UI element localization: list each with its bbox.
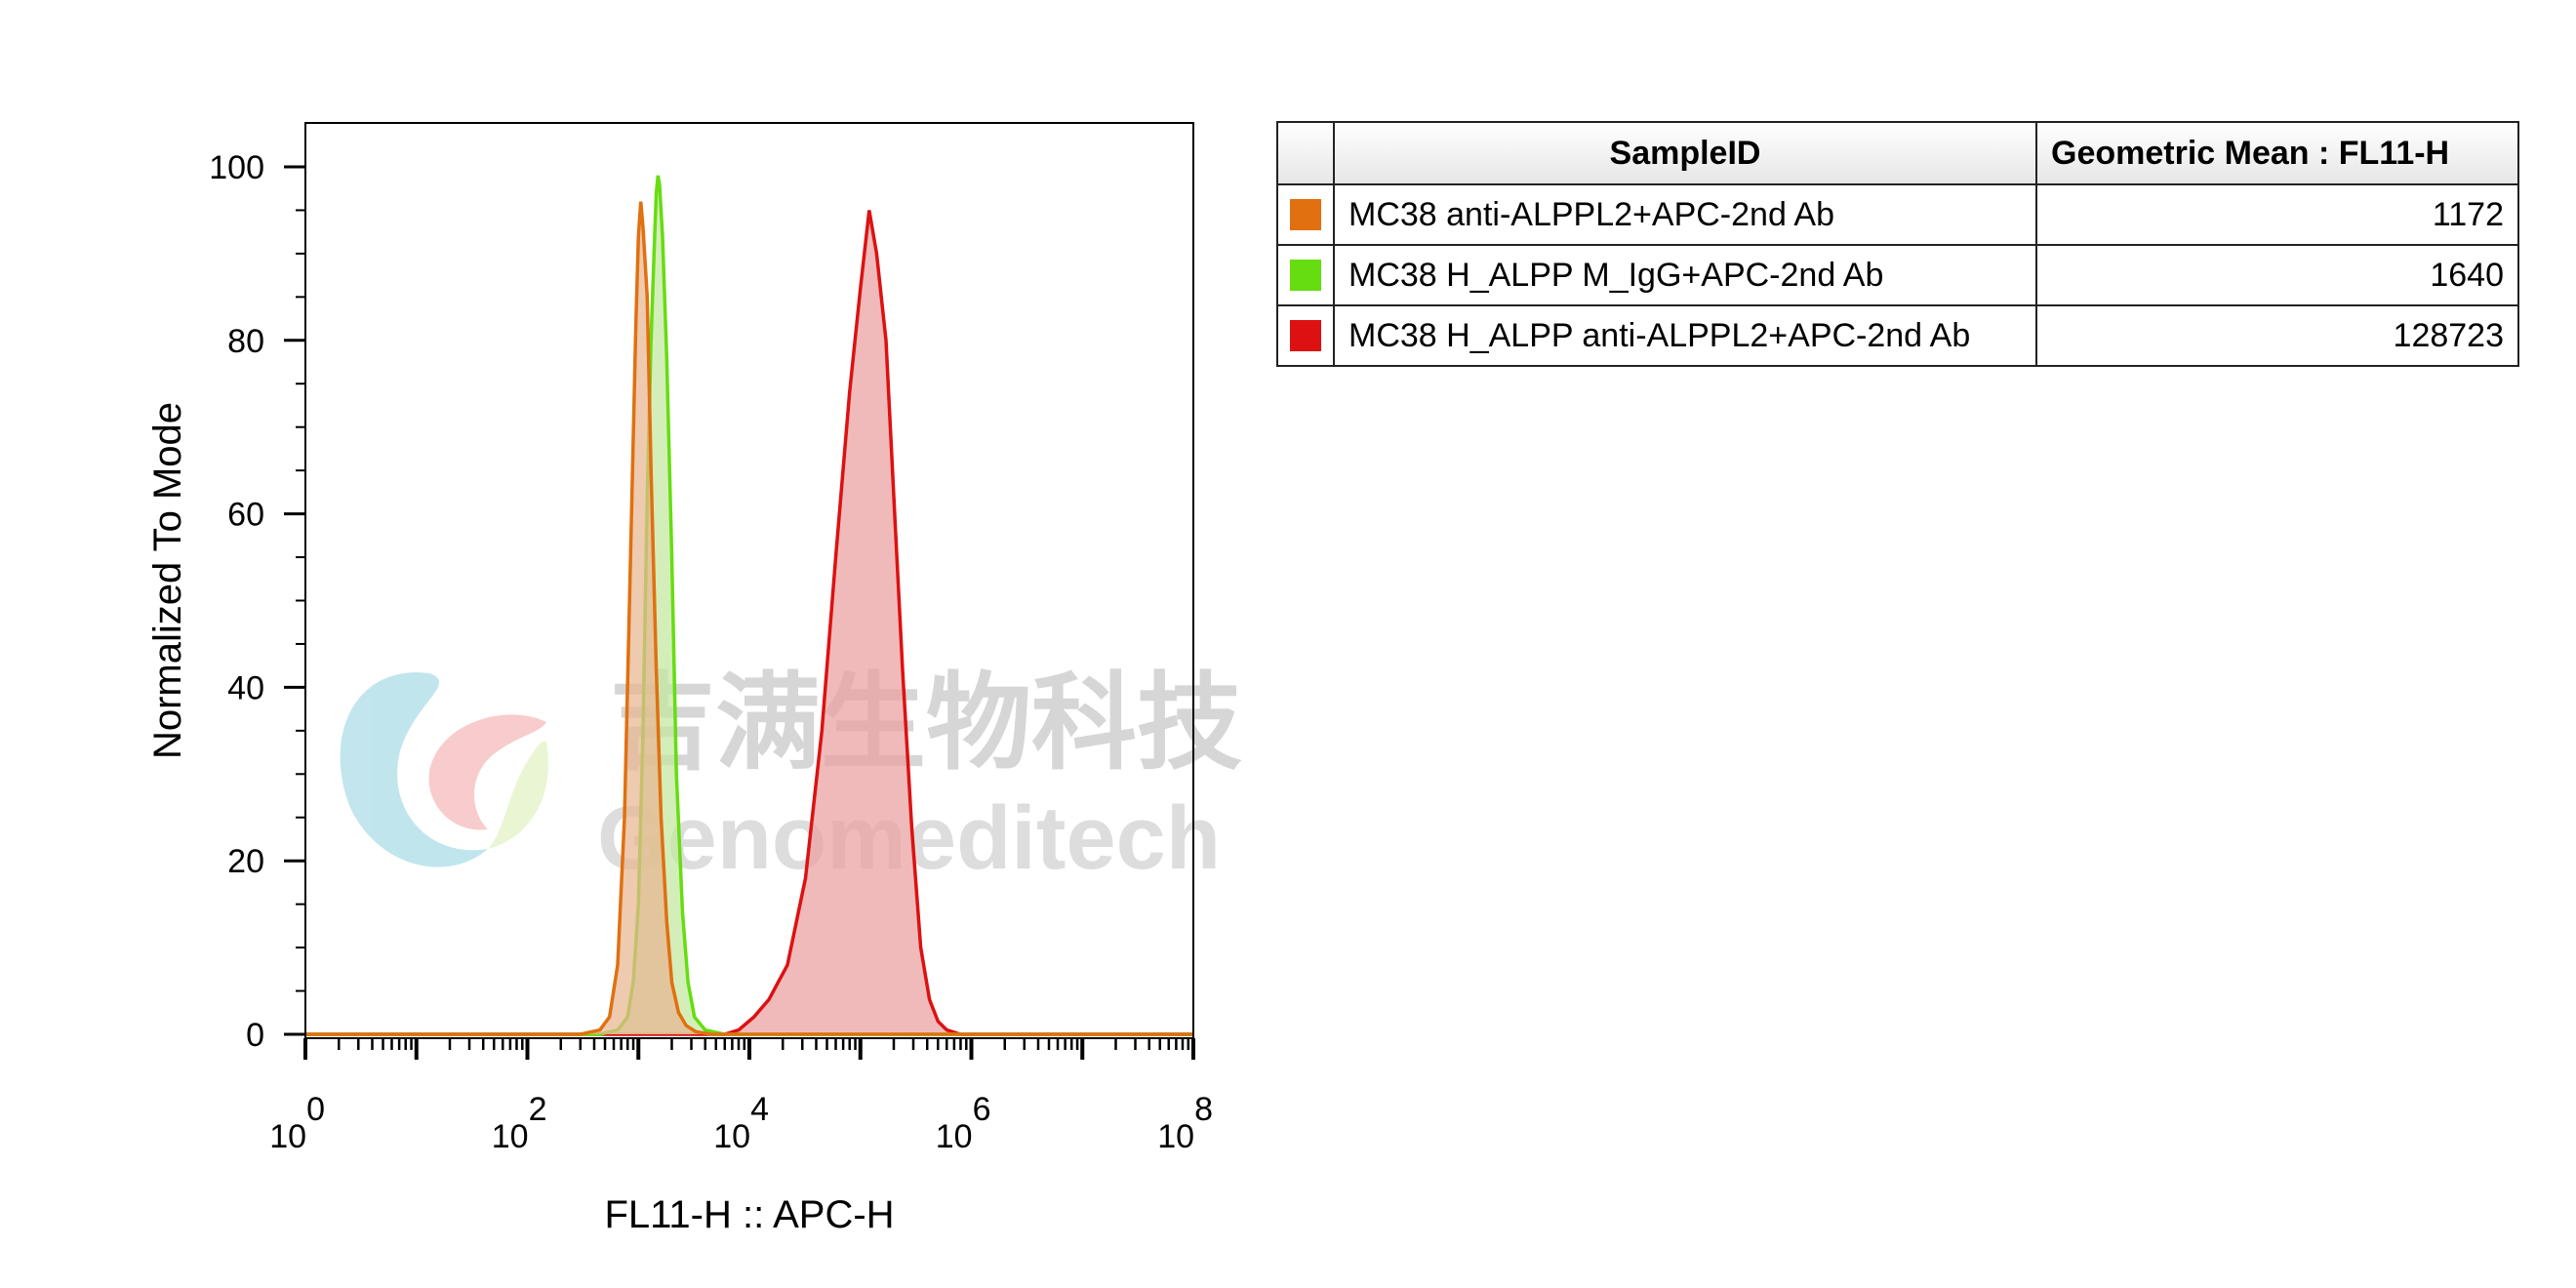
- y-tick-label: 0: [246, 1017, 264, 1054]
- x-tick-label: 108: [1157, 1091, 1213, 1155]
- sample-id-cell: MC38 anti-ALPPL2+APC-2nd Ab: [1333, 183, 2037, 246]
- series-swatch: [1290, 320, 1321, 351]
- y-tick-label: 60: [227, 497, 264, 534]
- geometric-mean-cell: 1640: [2035, 244, 2519, 306]
- y-axis-title: Normalized To Mode: [146, 402, 189, 759]
- table-row: MC38 H_ALPP anti-ALPPL2+APC-2nd Ab 12872…: [1276, 304, 2519, 367]
- table-header-row: SampleID Geometric Mean : FL11-H: [1276, 121, 2519, 185]
- series-swatch: [1290, 260, 1321, 291]
- x-tick-label: 100: [269, 1091, 325, 1155]
- header-sampleid: SampleID: [1333, 121, 2037, 185]
- swatch-cell: [1276, 183, 1335, 246]
- y-axis: 0 20 40 60 80 100: [209, 149, 305, 1054]
- x-tick-label: 104: [713, 1091, 769, 1155]
- geometric-mean-cell: 128723: [2035, 304, 2519, 367]
- sample-id-cell: MC38 H_ALPP M_IgG+APC-2nd Ab: [1333, 244, 2037, 306]
- header-geometric-mean: Geometric Mean : FL11-H: [2035, 121, 2519, 185]
- series-area-2: [305, 210, 1193, 1034]
- y-tick-label: 80: [227, 323, 264, 360]
- sample-id-cell: MC38 H_ALPP anti-ALPPL2+APC-2nd Ab: [1333, 304, 2037, 367]
- x-tick-label: 106: [936, 1091, 991, 1155]
- header-swatch-cell: [1276, 121, 1335, 185]
- geometric-mean-cell: 1172: [2035, 183, 2519, 246]
- table-row: MC38 H_ALPP M_IgG+APC-2nd Ab 1640: [1276, 244, 2519, 306]
- series-line-1: [305, 175, 1193, 1036]
- series-layer: [305, 175, 1193, 1036]
- swatch-cell: [1276, 304, 1335, 367]
- y-tick-label: 20: [227, 843, 264, 880]
- watermark-logo: [340, 672, 548, 867]
- x-axis-title: FL11-H :: APC-H: [604, 1193, 894, 1236]
- x-axis: 100 102 104 106 108: [269, 1038, 1213, 1155]
- series-area-1: [305, 175, 1193, 1034]
- plot-frame: [304, 122, 1194, 1039]
- watermark-cn: 吉满生物科技: [610, 663, 1242, 785]
- y-tick-label: 40: [227, 669, 264, 706]
- x-tick-label: 102: [492, 1091, 547, 1155]
- series-swatch: [1290, 199, 1321, 230]
- series-line-0: [305, 201, 1193, 1036]
- swatch-cell: [1276, 244, 1335, 306]
- series-area-0: [305, 201, 1193, 1035]
- y-tick-label: 100: [209, 149, 264, 186]
- series-line-2: [305, 210, 1193, 1036]
- table-row: MC38 anti-ALPPL2+APC-2nd Ab 1172: [1276, 183, 2519, 246]
- sample-table: SampleID Geometric Mean : FL11-H MC38 an…: [1276, 121, 2519, 367]
